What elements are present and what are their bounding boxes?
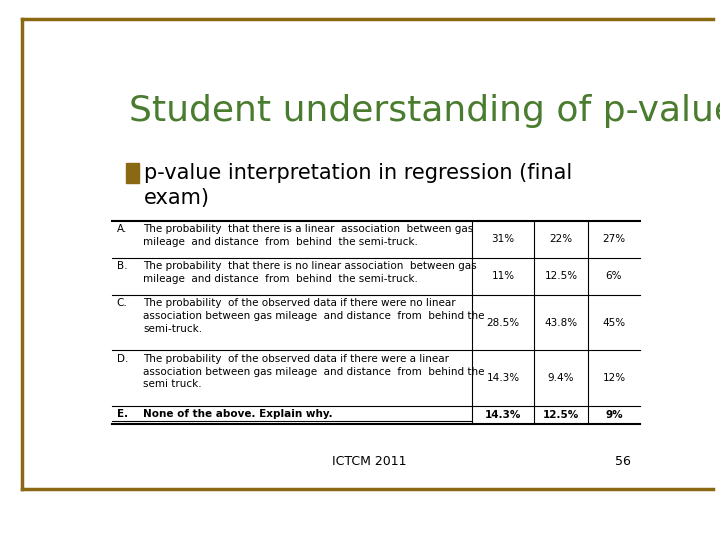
Text: 28.5%: 28.5%: [486, 318, 520, 328]
Text: 56: 56: [616, 455, 631, 468]
Text: 12.5%: 12.5%: [544, 271, 577, 281]
Text: 14.3%: 14.3%: [485, 410, 521, 420]
Text: The probability  that there is a linear  association  between gas
mileage  and d: The probability that there is a linear a…: [143, 224, 473, 247]
Text: ICTCM 2011: ICTCM 2011: [332, 455, 406, 468]
Text: p-value interpretation in regression (final
exam): p-value interpretation in regression (fi…: [144, 163, 572, 208]
Text: 22%: 22%: [549, 234, 572, 244]
Text: The probability  of the observed data if there were no linear
association betwee: The probability of the observed data if …: [143, 298, 485, 334]
Text: 6%: 6%: [606, 271, 622, 281]
Text: 45%: 45%: [603, 318, 626, 328]
Text: 43.8%: 43.8%: [544, 318, 577, 328]
Bar: [126, 163, 138, 183]
Text: B.: B.: [117, 261, 127, 271]
Text: 9.4%: 9.4%: [548, 373, 575, 383]
Text: 11%: 11%: [491, 271, 515, 281]
Text: E.: E.: [117, 409, 128, 419]
Text: A.: A.: [117, 224, 127, 234]
Text: C.: C.: [117, 298, 127, 308]
Text: D.: D.: [117, 354, 128, 364]
Text: 31%: 31%: [491, 234, 515, 244]
Text: 12%: 12%: [603, 373, 626, 383]
Text: Student understanding of p-value: Student understanding of p-value: [129, 94, 720, 128]
Text: 14.3%: 14.3%: [486, 373, 520, 383]
Text: 9%: 9%: [605, 410, 623, 420]
Text: None of the above. Explain why.: None of the above. Explain why.: [143, 409, 333, 419]
Text: 12.5%: 12.5%: [543, 410, 579, 420]
Text: 27%: 27%: [603, 234, 626, 244]
Text: The probability  of the observed data if there were a linear
association between: The probability of the observed data if …: [143, 354, 485, 389]
Text: The probability  that there is no linear association  between gas
mileage  and d: The probability that there is no linear …: [143, 261, 477, 284]
